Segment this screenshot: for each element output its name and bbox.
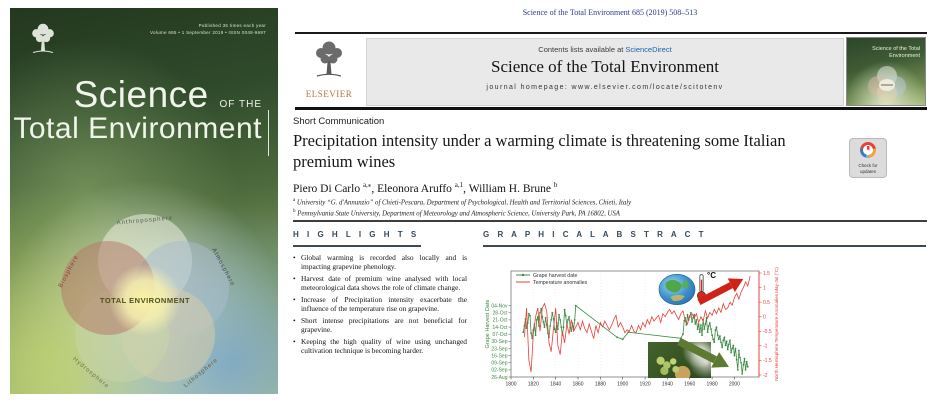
svg-text:Grape Harvest Date: Grape Harvest Date bbox=[485, 300, 491, 349]
cover-volume-info: Volume 685 • 1 September 2019 • ISSN 004… bbox=[149, 30, 266, 36]
contents-prefix: Contents lists available at bbox=[538, 45, 626, 54]
spheres-venn-diagram: Anthroposphere Atmosphere Lithosphere Hy… bbox=[58, 214, 235, 390]
thumbnail-title: Science of the Total Environment bbox=[872, 46, 920, 59]
author: William H. Brune b bbox=[468, 181, 558, 195]
check-for-updates-badge[interactable]: Check for updates bbox=[849, 138, 887, 178]
contents-line: Contents lists available at ScienceDirec… bbox=[367, 45, 843, 54]
highlight-item: Short intense precipitations are not ben… bbox=[293, 316, 467, 335]
cover-title-divider bbox=[268, 110, 269, 156]
author-list: Piero Di Carlo a,⁎, Eleonora Aruffo a,1,… bbox=[293, 181, 558, 195]
author: Piero Di Carlo a,⁎ bbox=[293, 181, 372, 195]
highlights-list: Global warming is recorded also locally … bbox=[293, 253, 467, 358]
journal-banner: Contents lists available at ScienceDirec… bbox=[366, 38, 844, 106]
graphical-abstract-heading: G R A P H I C A L A B S T R A C T bbox=[483, 230, 707, 239]
svg-text:1800: 1800 bbox=[505, 382, 516, 388]
elsevier-tree-icon bbox=[32, 23, 54, 53]
svg-text:1880: 1880 bbox=[595, 382, 606, 388]
svg-text:09-Sep: 09-Sep bbox=[491, 361, 507, 367]
svg-text:26-Aug: 26-Aug bbox=[491, 375, 507, 381]
author: Eleonora Aruffo a,1 bbox=[377, 181, 464, 195]
svg-text:16-Sep: 16-Sep bbox=[491, 353, 507, 359]
citation-line: Science of the Total Environment 685 (20… bbox=[522, 8, 698, 17]
svg-text:1960: 1960 bbox=[684, 382, 695, 388]
harvest-earlier-arrow-icon bbox=[677, 337, 729, 368]
globe-icon bbox=[658, 274, 696, 305]
svg-text:07-Oct: 07-Oct bbox=[492, 332, 508, 338]
svg-text:02-Sep: 02-Sep bbox=[491, 368, 507, 374]
banner-journal-title: Science of the Total Environment bbox=[491, 57, 719, 76]
svg-text:14-Oct: 14-Oct bbox=[492, 325, 508, 331]
highlights-rule bbox=[293, 245, 421, 247]
warming-up-arrow-icon bbox=[697, 278, 744, 306]
elsevier-logo: ELSEVIER bbox=[297, 39, 361, 105]
check-for-updates-label: Check for updates bbox=[858, 163, 878, 174]
crossmark-icon bbox=[860, 142, 876, 158]
header-bottom-rule bbox=[295, 107, 927, 110]
highlight-item: Global warming is recorded also locally … bbox=[293, 253, 467, 272]
svg-text:-1.5: -1.5 bbox=[763, 358, 772, 364]
journal-cover-thumbnail: Science of the Total Environment bbox=[846, 37, 926, 106]
svg-text:1.5: 1.5 bbox=[763, 271, 770, 277]
svg-text:04-Nov: 04-Nov bbox=[491, 304, 508, 310]
affiliation: b Pennsylvania State University, Departm… bbox=[293, 209, 620, 218]
affiliation-list: a University “G. d'Annunzio” of Chieti-P… bbox=[293, 197, 631, 219]
journal-cover: Published 36 times each year Volume 685 … bbox=[10, 8, 278, 394]
thumbnail-venn-icon bbox=[868, 66, 906, 103]
paper-title: Precipitation intensity under a warming … bbox=[293, 131, 786, 172]
venn-label-anthroposphere: Anthroposphere bbox=[116, 216, 173, 227]
graphical-abstract-chart: 1800 1820 1840 1860 1880 1900 1920 1940 1960 1980… bbox=[485, 267, 779, 388]
article-type: Short Communication bbox=[293, 116, 385, 127]
graphical-abstract-rule bbox=[483, 245, 926, 247]
cover-title-of-the: OF THE bbox=[219, 99, 262, 110]
svg-text:North Hemisphere Temperature A: North Hemisphere Temperature Anomalies M… bbox=[774, 267, 779, 381]
grapevine-photo bbox=[648, 342, 711, 378]
svg-text:-0.5: -0.5 bbox=[763, 329, 772, 335]
svg-text:1980: 1980 bbox=[707, 382, 718, 388]
elsevier-wordmark: ELSEVIER bbox=[305, 89, 353, 99]
svg-text:21-Oct: 21-Oct bbox=[492, 318, 508, 324]
svg-text:30-Sep: 30-Sep bbox=[491, 339, 507, 345]
svg-text:1840: 1840 bbox=[550, 382, 561, 388]
svg-text:Temperature anomalies: Temperature anomalies bbox=[533, 280, 588, 286]
cover-title-science: Science bbox=[73, 74, 209, 115]
elsevier-tree-icon bbox=[316, 41, 342, 77]
title-block-rule bbox=[293, 220, 927, 222]
highlights-heading: H I G H L I G H T S bbox=[293, 230, 420, 239]
journal-homepage-link[interactable]: journal homepage: www.elsevier.com/locat… bbox=[486, 84, 724, 91]
svg-text:1920: 1920 bbox=[640, 382, 651, 388]
svg-text:1820: 1820 bbox=[528, 382, 539, 388]
svg-text:0.5: 0.5 bbox=[763, 300, 770, 306]
svg-text:-2: -2 bbox=[763, 373, 768, 379]
highlight-item: Harvest date of premium wine analysed wi… bbox=[293, 274, 467, 293]
celsius-label: °C bbox=[707, 271, 716, 280]
svg-text:23-Sep: 23-Sep bbox=[491, 346, 507, 352]
svg-text:2000: 2000 bbox=[729, 382, 740, 388]
svg-text:1860: 1860 bbox=[572, 382, 583, 388]
highlight-item: Keeping the high quality of wine using u… bbox=[293, 337, 467, 356]
cover-title: Science OF THE Total Environment bbox=[13, 74, 262, 146]
svg-text:1940: 1940 bbox=[662, 382, 673, 388]
svg-text:-1: -1 bbox=[763, 344, 768, 350]
highlight-item: Increase of Precipitation intensity exac… bbox=[293, 295, 467, 314]
svg-text:1900: 1900 bbox=[617, 382, 628, 388]
venn-center-label: TOTAL ENVIRONMENT bbox=[100, 296, 190, 305]
svg-text:1: 1 bbox=[763, 285, 766, 291]
svg-text:0: 0 bbox=[763, 315, 766, 321]
sciencedirect-link[interactable]: ScienceDirect bbox=[625, 45, 672, 54]
top-rule bbox=[295, 32, 927, 34]
affiliation: a University “G. d'Annunzio” of Chieti-P… bbox=[293, 198, 632, 207]
cover-publish-info: Published 36 times each year bbox=[198, 23, 266, 28]
svg-text:Grape harvest date: Grape harvest date bbox=[533, 273, 578, 279]
svg-text:28-Oct: 28-Oct bbox=[492, 311, 508, 317]
cover-title-total-environment: Total Environment bbox=[13, 112, 262, 145]
